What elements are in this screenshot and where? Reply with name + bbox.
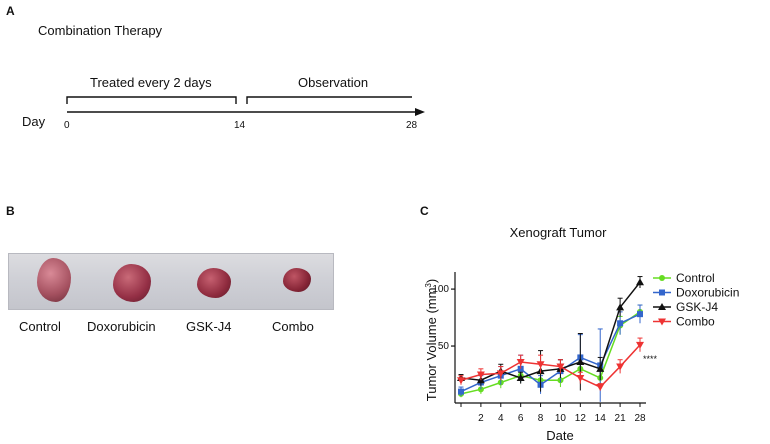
- legend-marker-control: [659, 275, 665, 281]
- tumor-combo: [283, 268, 311, 292]
- day-axis-label: Day: [22, 114, 46, 129]
- data-point-combo: [556, 363, 565, 371]
- legend-marker-doxorubicin: [659, 289, 665, 296]
- tumor-doxorubicin: [113, 264, 151, 302]
- tumor-control: [37, 258, 71, 302]
- data-point-doxorubicin: [617, 320, 624, 327]
- series-line-combo: [460, 344, 641, 388]
- data-point-gsk-j4: [636, 278, 644, 286]
- tumor-photo: [8, 253, 334, 310]
- treated-phase-label: Treated every 2 days: [90, 75, 212, 90]
- y-tick-label: 100: [432, 284, 449, 295]
- x-tick-label: 4: [498, 413, 504, 424]
- panel-c-letter: C: [420, 204, 429, 218]
- data-point-combo: [636, 341, 644, 349]
- series-line-control: [460, 311, 641, 395]
- data-point-combo: [576, 374, 585, 382]
- x-tick-label: 14: [595, 413, 607, 424]
- x-axis-label: Date: [546, 428, 573, 443]
- legend-label-control: Control: [676, 271, 715, 285]
- data-point-doxorubicin: [637, 311, 643, 318]
- x-tick-label: 6: [518, 413, 524, 424]
- panel-a-letter: A: [6, 4, 15, 18]
- legend-marker-combo: [658, 318, 666, 326]
- data-point-gsk-j4: [576, 357, 585, 365]
- tumor-gsk-j4: [197, 268, 231, 298]
- day-tick-14: 14: [234, 120, 246, 131]
- x-tick-label: 10: [555, 413, 567, 424]
- x-tick-label: 12: [575, 413, 587, 424]
- data-point-gsk-j4: [516, 373, 525, 381]
- timeline-diagram: [66, 96, 425, 116]
- data-point-combo: [476, 371, 485, 379]
- y-axis-label-close: ): [424, 279, 439, 283]
- panel-b-letter: B: [6, 204, 15, 218]
- photo-label-combo: Combo: [272, 319, 314, 334]
- data-point-gsk-j4: [596, 364, 605, 372]
- legend-label-gsk-j4: GSK-J4: [676, 300, 718, 314]
- photo-label-gsk-j4: GSK-J4: [186, 319, 232, 334]
- legend-label-combo: Combo: [676, 315, 715, 329]
- data-point-combo: [536, 361, 545, 369]
- x-tick-label: 8: [538, 413, 544, 424]
- data-point-combo: [616, 363, 625, 371]
- significance-annotation: ****: [643, 354, 658, 364]
- data-point-doxorubicin: [458, 388, 464, 395]
- chart-title: Xenograft Tumor: [510, 225, 607, 240]
- series-line-gsk-j4: [460, 281, 641, 381]
- photo-label-doxorubicin: Doxorubicin: [87, 319, 156, 334]
- legend-marker-gsk-j4: [658, 303, 666, 310]
- series-line-doxorubicin: [460, 313, 641, 393]
- data-point-combo: [516, 358, 525, 366]
- day-tick-0: 0: [64, 120, 70, 131]
- x-tick-label: 2: [478, 413, 484, 424]
- panel-a-title: Combination Therapy: [38, 23, 163, 38]
- day-tick-28: 28: [406, 120, 418, 131]
- y-tick-label: 50: [438, 341, 450, 352]
- data-point-combo: [596, 384, 605, 392]
- observation-bracket: [246, 96, 412, 104]
- y-axis-label-main: Tumor Volume (mm: [424, 288, 439, 402]
- treated-bracket: [66, 96, 237, 104]
- x-tick-label: 21: [615, 413, 627, 424]
- data-point-combo: [457, 377, 465, 385]
- data-point-combo: [496, 370, 505, 378]
- y-axis-label: Tumor Volume (mm3): [424, 279, 439, 401]
- photo-label-control: Control: [19, 319, 61, 334]
- timeline-arrowhead: [415, 108, 425, 116]
- observation-phase-label: Observation: [298, 75, 369, 90]
- x-tick-label: 28: [634, 413, 646, 424]
- legend-label-doxorubicin: Doxorubicin: [676, 286, 739, 300]
- y-axis-label-sup: 3: [424, 283, 433, 288]
- data-point-gsk-j4: [616, 303, 625, 311]
